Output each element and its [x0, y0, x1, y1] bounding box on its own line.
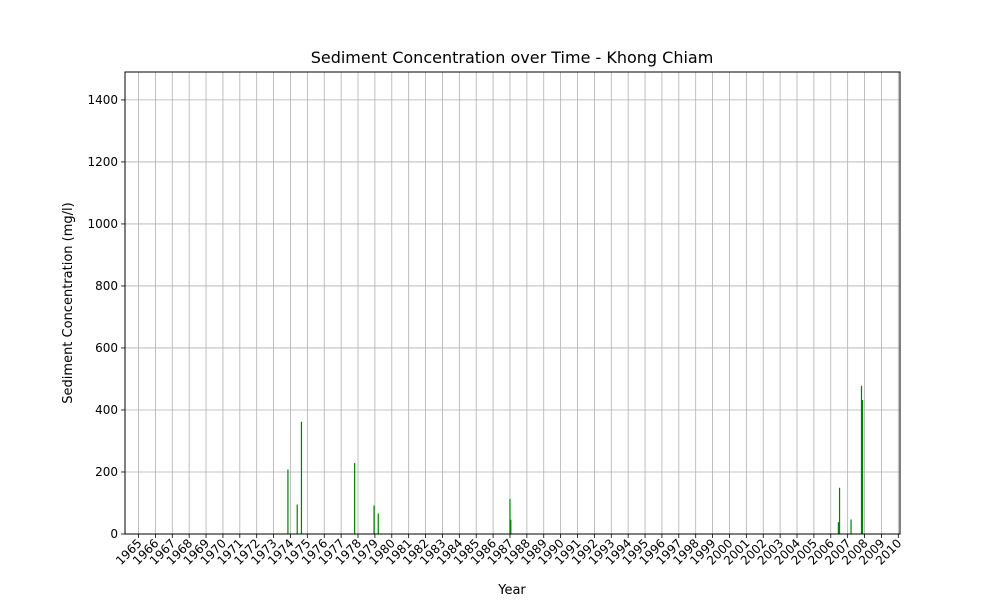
bar	[300, 421, 303, 534]
plot-frame	[124, 71, 901, 535]
bar	[861, 400, 864, 534]
y-ticks: 0 200 400 600 800 1000 1200 1400	[87, 93, 125, 541]
y-axis-label: Sediment Concentration (mg/l)	[61, 202, 76, 403]
bar	[850, 519, 852, 534]
y-tick-label: 0	[110, 527, 118, 541]
bar	[287, 469, 289, 534]
bar	[296, 504, 298, 534]
y-tick-label: 1000	[87, 217, 118, 231]
bar	[373, 505, 375, 534]
bar	[354, 462, 356, 534]
y-tick-label: 400	[95, 403, 118, 417]
y-tick-label: 200	[95, 465, 118, 479]
x-ticks: 1965196619671968196919701971197219731974…	[113, 534, 904, 568]
y-tick-label: 600	[95, 341, 118, 355]
bar	[509, 498, 511, 534]
y-tick-label: 1400	[87, 93, 118, 107]
x-axis-label: Year	[497, 583, 526, 598]
y-tick-label: 800	[95, 279, 118, 293]
bar	[838, 487, 841, 534]
bar	[837, 522, 839, 534]
bar	[510, 519, 512, 534]
bar	[377, 513, 379, 534]
bar	[860, 385, 863, 534]
grid	[125, 72, 900, 535]
y-tick-label: 1200	[87, 155, 118, 169]
bars	[287, 385, 864, 534]
chart-title: Sediment Concentration over Time - Khong…	[311, 48, 714, 67]
